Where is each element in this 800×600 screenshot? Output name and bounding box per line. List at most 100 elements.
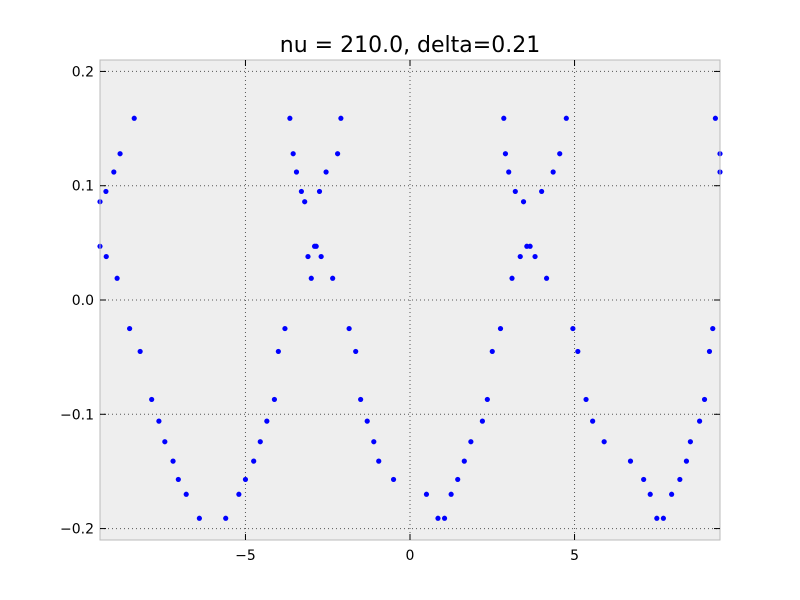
data-point: [330, 275, 336, 281]
y-tick-label: 0.2: [72, 64, 94, 80]
data-point: [305, 253, 311, 260]
data-point: [448, 491, 454, 497]
data-point: [293, 169, 300, 175]
data-point: [376, 458, 382, 464]
data-point: [601, 439, 607, 445]
axis-ticks: [100, 60, 720, 540]
data-point: [712, 115, 718, 121]
y-tick-label: 0.1: [72, 179, 94, 195]
data-point: [127, 325, 133, 332]
data-point: [302, 199, 308, 205]
data-point: [117, 151, 123, 157]
data-point: [706, 348, 713, 355]
data-point: [539, 188, 545, 195]
data-point: [696, 418, 703, 424]
data-point: [257, 439, 263, 445]
data-point: [242, 476, 249, 483]
data-point: [156, 418, 162, 424]
data-point: [346, 325, 352, 332]
data-point: [162, 439, 168, 445]
y-tick-label: −0.2: [60, 522, 94, 538]
data-point: [468, 439, 474, 445]
data-point: [710, 325, 716, 332]
data-point: [497, 325, 504, 332]
data-point: [441, 515, 448, 521]
data-point: [669, 491, 675, 497]
data-point: [550, 169, 556, 175]
data-point: [390, 476, 397, 483]
data-point: [489, 348, 495, 355]
data-point: [647, 491, 653, 497]
data-point: [287, 115, 293, 121]
data-point: [641, 476, 647, 483]
data-point: [371, 439, 377, 445]
x-tick-labels: −5 0 5: [235, 548, 579, 564]
data-point: [532, 253, 538, 260]
data-point: [677, 476, 683, 483]
data-point: [455, 476, 461, 483]
data-point: [137, 348, 143, 355]
data-point: [501, 115, 507, 121]
data-point: [111, 169, 117, 175]
y-tick-labels: −0.2 −0.1 0.0 0.1 0.2: [60, 64, 94, 537]
data-point: [461, 458, 467, 464]
data-point: [335, 151, 341, 157]
grid-lines: [100, 60, 720, 540]
data-point: [223, 515, 229, 521]
data-point: [170, 458, 176, 464]
data-point: [506, 169, 512, 175]
data-point: [435, 515, 441, 521]
data-point: [543, 275, 550, 281]
data-point: [627, 458, 634, 464]
data-point: [423, 491, 430, 497]
data-point: [509, 275, 515, 281]
data-point: [358, 396, 364, 403]
data-point: [290, 151, 296, 157]
data-point: [236, 491, 242, 497]
data-point: [338, 115, 344, 121]
x-tick-label: 0: [406, 548, 415, 564]
data-points: [97, 115, 723, 521]
y-tick-label: −0.1: [60, 407, 94, 423]
data-point: [323, 169, 329, 175]
x-tick-label: 5: [570, 548, 579, 564]
data-point: [683, 458, 690, 464]
data-point: [502, 151, 509, 157]
data-point: [103, 253, 109, 260]
data-point: [590, 418, 596, 424]
data-point: [308, 275, 314, 281]
data-point: [149, 396, 155, 403]
data-point: [264, 418, 270, 424]
data-point: [131, 115, 137, 121]
data-point: [512, 188, 518, 195]
data-point: [701, 396, 708, 403]
data-point: [563, 115, 569, 121]
x-tick-label: −5: [235, 548, 256, 564]
data-point: [660, 515, 666, 521]
y-tick-label: 0.0: [72, 293, 94, 309]
data-point: [583, 396, 589, 403]
data-point: [282, 325, 288, 332]
data-point: [557, 151, 563, 157]
data-point: [271, 396, 278, 403]
data-point: [316, 188, 323, 195]
data-point: [654, 515, 660, 521]
data-point: [114, 275, 120, 281]
data-point: [318, 253, 324, 260]
data-point: [183, 491, 189, 497]
data-point: [520, 199, 527, 205]
data-point: [570, 325, 576, 332]
data-point: [687, 439, 693, 445]
data-point: [484, 396, 490, 403]
data-point: [353, 348, 359, 355]
chart-title: nu = 210.0, delta=0.21: [280, 33, 540, 58]
data-point: [517, 253, 523, 260]
data-point: [479, 418, 485, 424]
data-point: [364, 418, 370, 424]
data-point: [527, 243, 533, 249]
data-point: [275, 348, 281, 355]
data-point: [175, 476, 181, 483]
data-point: [196, 515, 202, 521]
data-point: [103, 188, 109, 195]
